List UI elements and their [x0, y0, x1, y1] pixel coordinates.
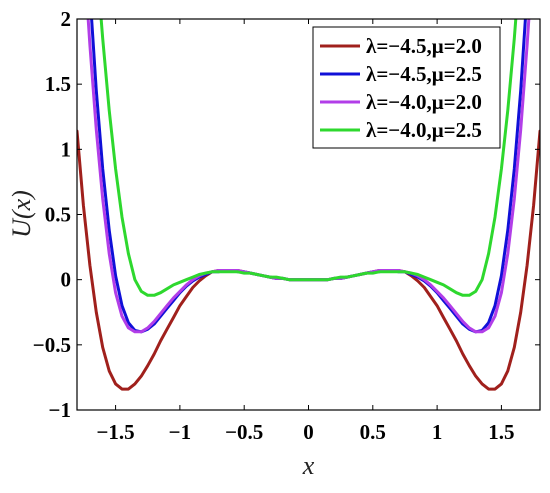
x-tick-label: 1: [432, 420, 443, 444]
series-line-4: [99, 19, 518, 297]
y-tick-label: 1: [61, 137, 72, 161]
x-tick-label: −1.5: [96, 420, 134, 444]
y-tick-label: −1: [49, 398, 71, 422]
legend-label: λ=−4.5,μ=2.5: [366, 62, 482, 86]
y-tick-label: 0.5: [45, 203, 71, 227]
legend-label: λ=−4.0,μ=2.0: [366, 90, 482, 114]
x-tick-label: −1: [169, 420, 191, 444]
legend-label: λ=−4.5,μ=2.0: [366, 34, 482, 58]
legend-label: λ=−4.0,μ=2.5: [366, 118, 482, 142]
y-tick-label: −0.5: [33, 333, 71, 357]
x-tick-label: 0: [303, 420, 314, 444]
y-tick-label: 0: [61, 268, 72, 292]
y-tick-label: 1.5: [45, 72, 71, 96]
y-tick-label: 2: [61, 7, 72, 31]
legend: λ=−4.5,μ=2.0 λ=−4.5,μ=2.5 λ=−4.0,μ=2.0 λ=−4…: [312, 26, 501, 149]
y-axis-label: U(x): [7, 190, 36, 238]
x-tick-label: −0.5: [225, 420, 263, 444]
x-tick-label: 1.5: [488, 420, 514, 444]
x-axis-label: x: [302, 451, 315, 480]
x-tick-label: 0.5: [360, 420, 386, 444]
series-layer: [77, 19, 540, 391]
ticks-layer: −1.5 −1 −0.5 0 0.5 1 1.5 −1 −0.5 0 0.5 1 1.5 2: [33, 7, 540, 444]
